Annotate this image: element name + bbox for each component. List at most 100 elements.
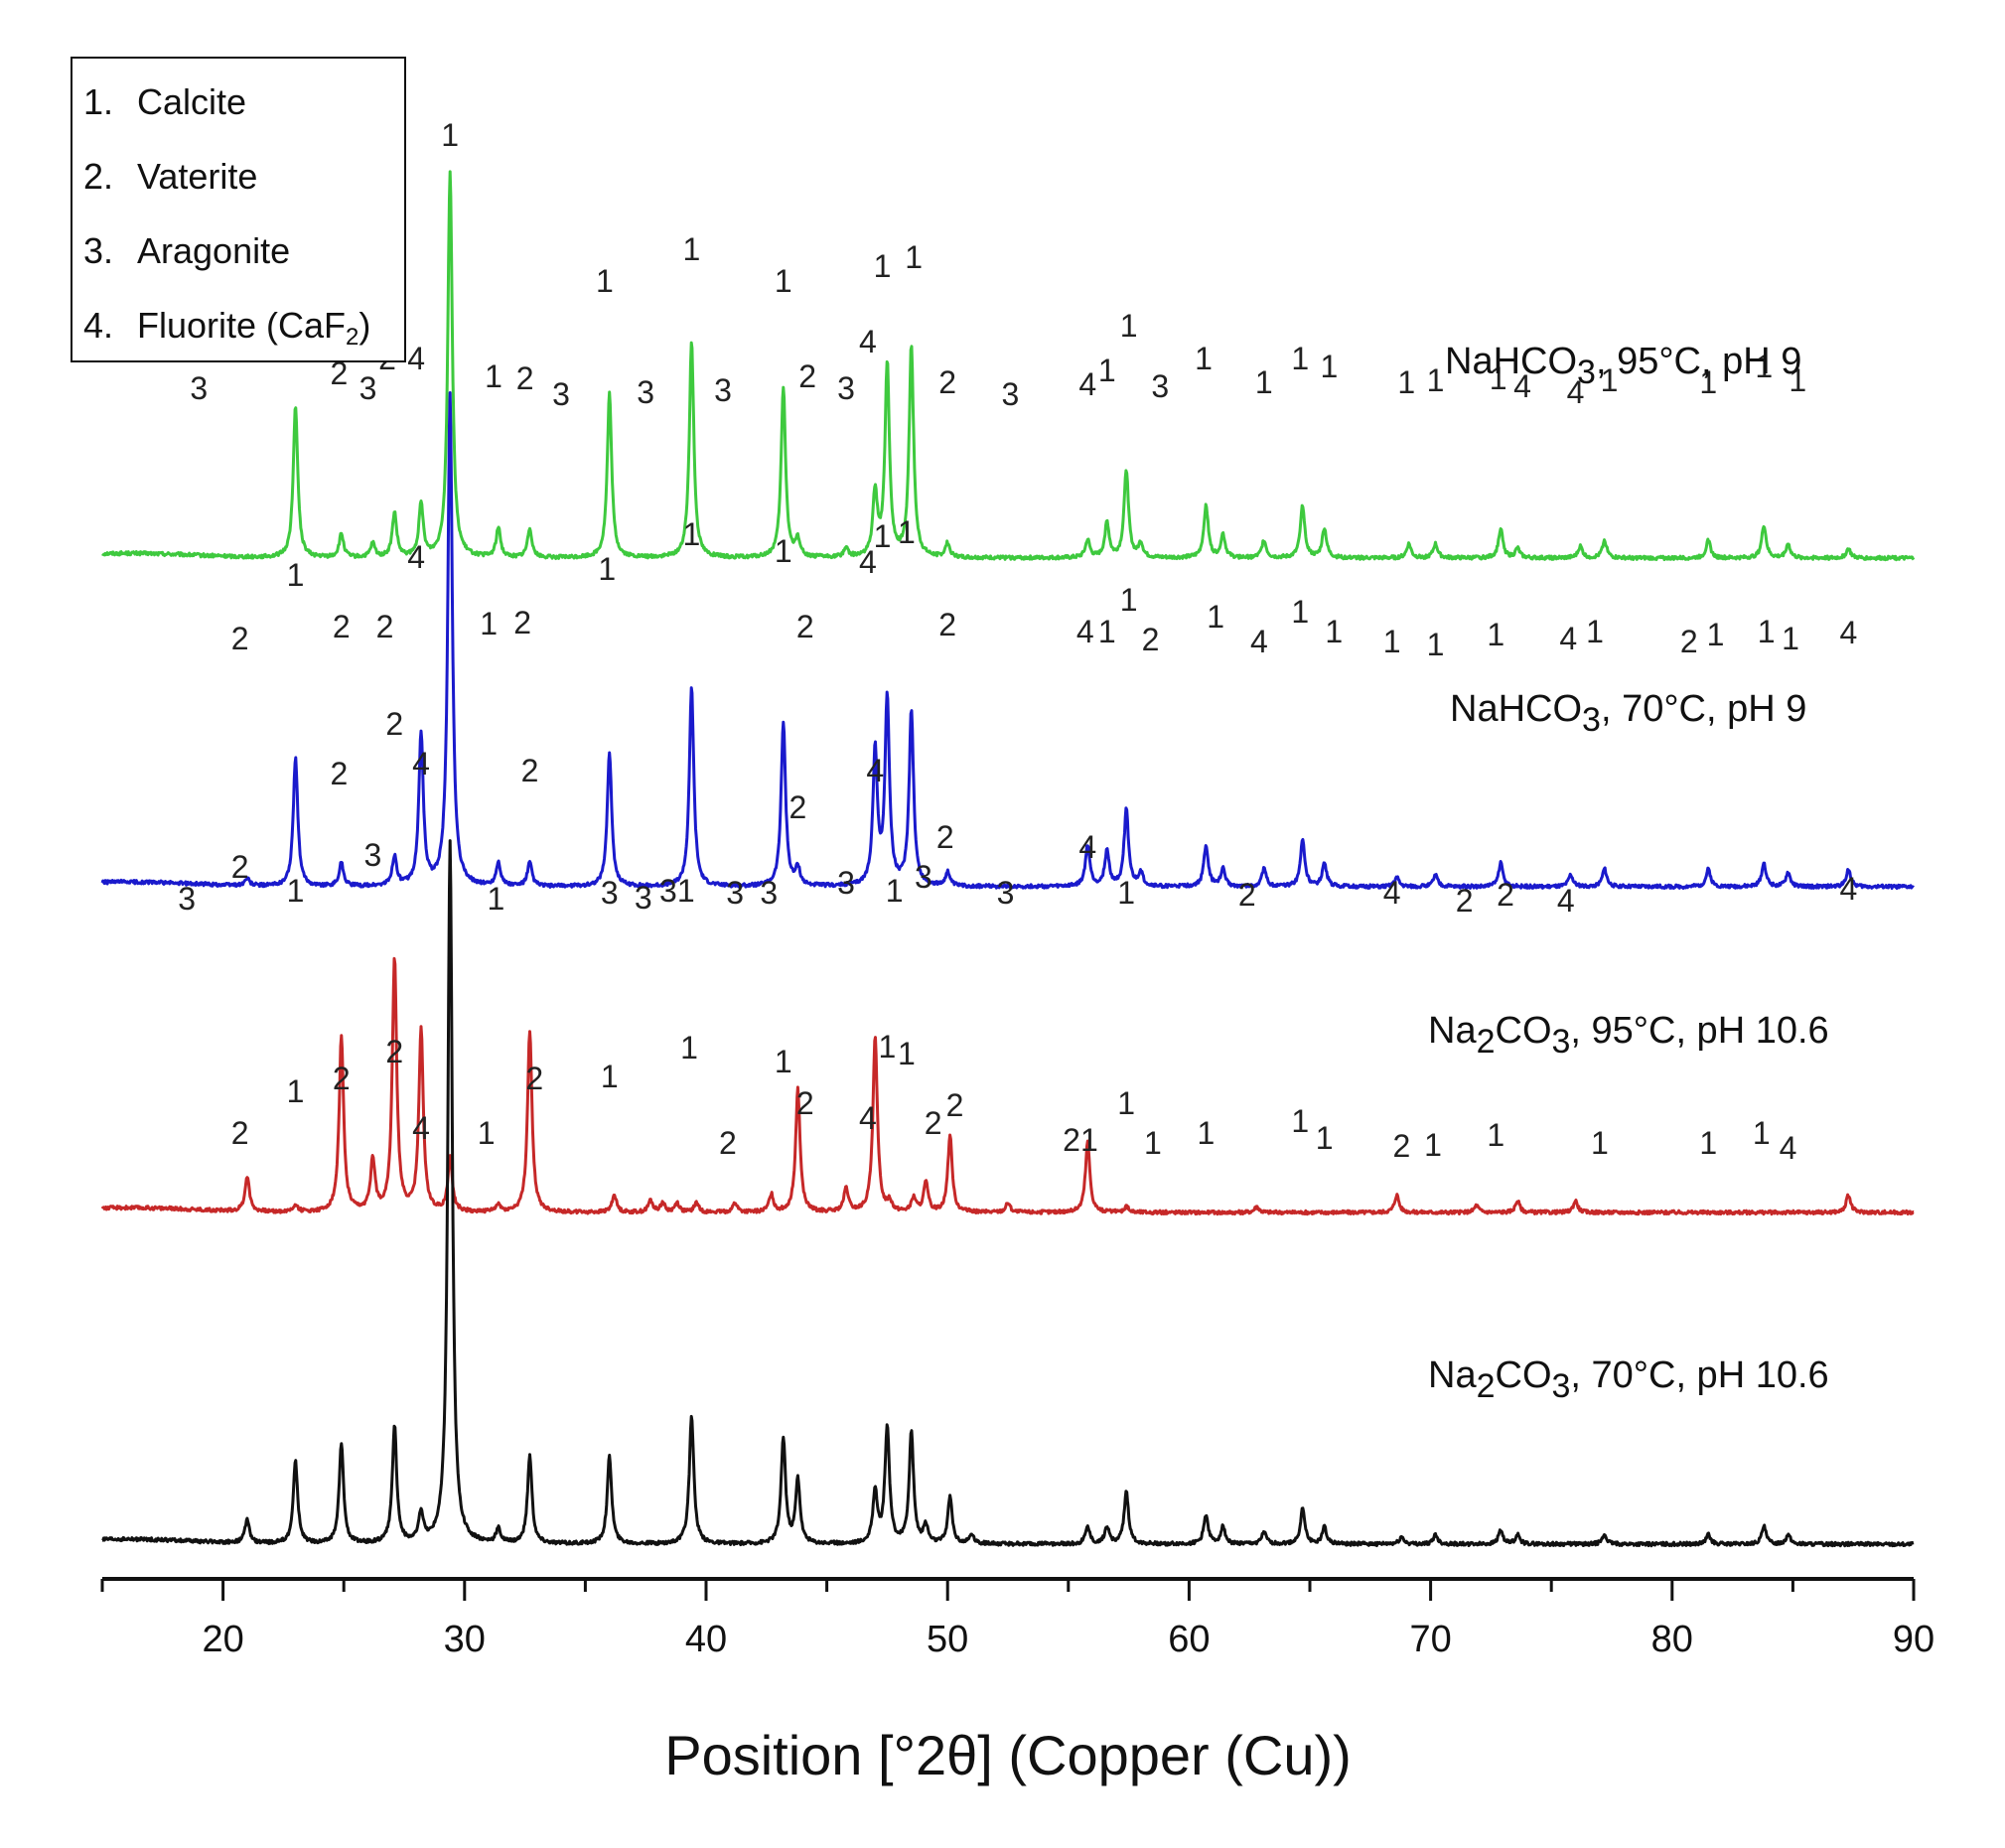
peak-label: 2: [1142, 622, 1160, 657]
peak-labels-layer: 3123241123131312341123411311111114411112…: [178, 117, 1857, 1166]
peak-label: 1: [1397, 364, 1415, 400]
peak-label: 1: [1427, 362, 1445, 398]
peak-label: 2: [938, 364, 956, 400]
legend-entry-number: 4.: [83, 305, 113, 346]
series-line-green: [101, 170, 1916, 562]
peak-label: 1: [287, 1073, 305, 1109]
peak-label: 1: [1487, 1117, 1504, 1153]
peak-label: 4: [1078, 366, 1096, 402]
peak-label: 1: [1753, 1115, 1771, 1151]
peak-label: 1: [1120, 308, 1138, 344]
peak-label: 1: [596, 263, 614, 299]
peak-label: 1: [598, 551, 616, 587]
peak-label: 4: [859, 324, 877, 359]
legend-entry-label: Vaterite: [137, 156, 257, 197]
peak-label: 1: [1424, 1127, 1442, 1163]
peak-label: 1: [1291, 341, 1309, 376]
peak-label: 3: [637, 374, 654, 410]
x-axis-title: Position [°2θ] (Copper (Cu)): [664, 1724, 1352, 1786]
peak-label: 21: [1063, 1122, 1098, 1158]
series-layer: [100, 170, 1916, 1548]
peak-label: 2: [1497, 877, 1514, 913]
peak-label: 3: [714, 372, 732, 408]
peak-label: 2: [925, 1105, 942, 1141]
x-tick-label: 60: [1168, 1619, 1210, 1660]
peak-label: 3: [837, 370, 855, 406]
peak-label: 2: [1238, 877, 1256, 913]
x-tick-label: 20: [202, 1619, 243, 1660]
x-tick-label: 30: [444, 1619, 486, 1660]
peak-label: 1: [1699, 1125, 1717, 1161]
peak-label: 2: [796, 1085, 814, 1121]
legend: 1. Calcite 2. Vaterite 3. Aragonite 4. Fluorite…: [71, 57, 406, 362]
peak-label: 3: [1002, 376, 1020, 412]
legend-entry-label: Fluorite (CaF2): [137, 305, 370, 351]
peak-label: 4: [1557, 883, 1575, 919]
peak-label: 4: [1839, 615, 1857, 650]
peak-label: 1: [1707, 617, 1725, 652]
peak-label: 3: [1151, 368, 1169, 404]
peak-label: 1: [1098, 614, 1116, 649]
legend-entry-number: 1.: [83, 81, 113, 122]
peak-label: 1: [905, 239, 923, 275]
legend-entry-label: Calcite: [137, 81, 246, 122]
peak-label: 2: [376, 609, 394, 644]
series-names: NaHCO3, 95°C, pH 9 NaHCO3, 70°C, pH 9 Na2C…: [1428, 341, 1829, 1405]
peak-label: 1: [898, 514, 916, 550]
peak-label: 1: [1755, 349, 1773, 384]
peak-label: 1: [683, 516, 701, 552]
x-tick-label: 70: [1409, 1619, 1451, 1660]
peak-label: 2: [333, 1061, 351, 1096]
peak-label: 4: [1250, 624, 1268, 659]
peak-label: 1: [1789, 362, 1806, 398]
peak-label: 4: [859, 1100, 877, 1136]
peak-label: 2: [1680, 624, 1698, 659]
peak-label: 1: [1291, 1103, 1309, 1139]
series-label-red: Na2CO3, 95°C, pH 10.6: [1428, 1010, 1829, 1061]
peak-label: 1: [1601, 362, 1619, 398]
peak-label: 1: [1198, 1115, 1216, 1151]
peak-label: 2: [525, 1061, 543, 1096]
peak-label: 2: [938, 607, 956, 642]
peak-label: 4: [1513, 368, 1531, 404]
peak-label: 1: [1195, 341, 1213, 376]
peak-label: 1: [898, 1036, 916, 1071]
peak-label: 4: [866, 753, 884, 788]
peak-label: 1: [874, 518, 892, 554]
peak-label: 3: [997, 875, 1015, 911]
peak-label: 1: [601, 1059, 619, 1094]
x-tick-label: 80: [1651, 1619, 1693, 1660]
legend-entry-number: 3.: [83, 230, 113, 271]
peak-label: 2: [330, 756, 348, 791]
legend-entry-number: 2.: [83, 156, 113, 197]
peak-label: 1: [1120, 582, 1138, 618]
series-line-black: [101, 839, 1915, 1548]
legend-entry-label: Aragonite: [137, 230, 290, 271]
peak-label: 4: [407, 539, 425, 575]
series-label-green: NaHCO3, 95°C, pH 9: [1445, 341, 1801, 391]
peak-label: 3: [363, 837, 381, 873]
peak-label: 1: [1591, 1125, 1609, 1161]
peak-label: 2: [1393, 1128, 1411, 1164]
series-line-red: [100, 956, 1915, 1216]
peak-label: 1: [775, 263, 792, 299]
peak-label: 2: [513, 605, 531, 640]
series-line-blue: [100, 391, 1915, 891]
peak-label: 31: [659, 873, 695, 909]
peak-label: 3: [760, 875, 778, 911]
peak-label: 3: [178, 881, 196, 917]
peak-label: 1: [480, 606, 498, 641]
peak-label: 1: [287, 873, 305, 909]
peak-label: 2: [385, 706, 403, 742]
peak-label: 3: [726, 875, 744, 911]
peak-label: 4: [412, 1110, 430, 1146]
peak-label: 1: [287, 557, 305, 593]
peak-label: 2: [385, 1034, 403, 1069]
peak-label: 4: [412, 746, 430, 782]
x-tick-label: 50: [927, 1619, 968, 1660]
peak-label: 1: [1117, 875, 1135, 911]
peak-label: 1: [1321, 349, 1339, 384]
peak-label: 3: [190, 370, 208, 406]
peak-label: 1: [879, 1029, 897, 1065]
